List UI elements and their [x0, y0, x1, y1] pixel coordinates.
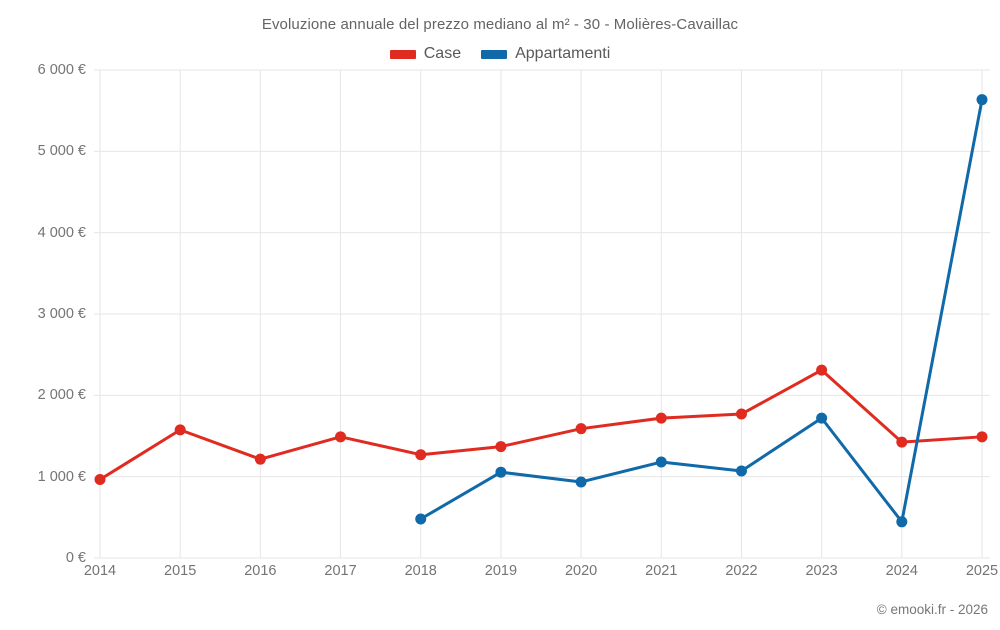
footer-credit: © emooki.fr - 2026 — [876, 602, 988, 617]
series-line-appartamenti — [419, 98, 984, 524]
x-tick-label: 2023 — [805, 563, 838, 579]
data-point-appartamenti[interactable] — [735, 465, 747, 477]
data-point-appartamenti[interactable] — [415, 513, 427, 525]
x-tick-label: 2024 — [885, 563, 918, 579]
x-tick-label: 2017 — [324, 563, 357, 579]
x-tick-label: 2020 — [564, 563, 598, 579]
x-tick-label: 2025 — [965, 563, 999, 579]
data-point-case[interactable] — [575, 423, 587, 435]
legend-label-appartamenti: Appartamenti — [515, 45, 611, 62]
data-point-appartamenti[interactable] — [896, 516, 908, 528]
y-tick-label: 2 000 € — [37, 387, 86, 404]
data-point-appartamenti[interactable] — [816, 412, 828, 424]
data-point-case[interactable] — [655, 412, 667, 424]
data-point-case[interactable] — [735, 408, 747, 420]
data-point-case[interactable] — [335, 431, 347, 443]
y-tick-label: 3 000 € — [37, 306, 86, 322]
chart-legend: Case Appartamenti — [0, 45, 1000, 63]
legend-label-case: Case — [423, 45, 462, 62]
data-point-case[interactable] — [415, 449, 427, 461]
data-point-appartamenti[interactable] — [495, 466, 507, 478]
x-tick-label: 2019 — [484, 563, 518, 579]
chart-title: Evoluzione annuale del prezzo mediano al… — [261, 16, 739, 33]
data-point-case[interactable] — [495, 441, 507, 453]
x-tick-label: 2021 — [645, 563, 678, 579]
y-tick-label: 1 000 € — [37, 468, 86, 485]
legend-swatch-appartamenti — [481, 49, 508, 59]
data-point-case[interactable] — [816, 364, 828, 376]
data-point-case[interactable] — [94, 474, 106, 486]
y-tick-label: 5 000 € — [37, 143, 86, 160]
legend-item-case[interactable]: Case — [389, 45, 462, 63]
x-tick-label: 2022 — [725, 563, 758, 579]
data-point-appartamenti[interactable] — [976, 94, 988, 106]
legend-swatch-case — [389, 49, 416, 59]
y-tick-label: 0 € — [65, 550, 86, 566]
y-tick-label: 4 000 € — [37, 224, 86, 241]
y-tick-label: 6 000 € — [37, 62, 86, 78]
data-point-appartamenti[interactable] — [655, 456, 667, 468]
x-tick-label: 2018 — [404, 563, 437, 579]
data-point-case[interactable] — [896, 436, 908, 448]
x-tick-label: 2016 — [244, 563, 277, 579]
data-point-case[interactable] — [976, 431, 988, 443]
series-line-case — [98, 368, 984, 482]
data-point-case[interactable] — [174, 424, 186, 436]
x-tick-label: 2015 — [164, 563, 197, 579]
x-tick-label: 2014 — [83, 563, 117, 579]
data-point-appartamenti[interactable] — [575, 476, 587, 488]
legend-item-appartamenti[interactable]: Appartamenti — [481, 45, 610, 63]
data-point-case[interactable] — [254, 453, 266, 465]
